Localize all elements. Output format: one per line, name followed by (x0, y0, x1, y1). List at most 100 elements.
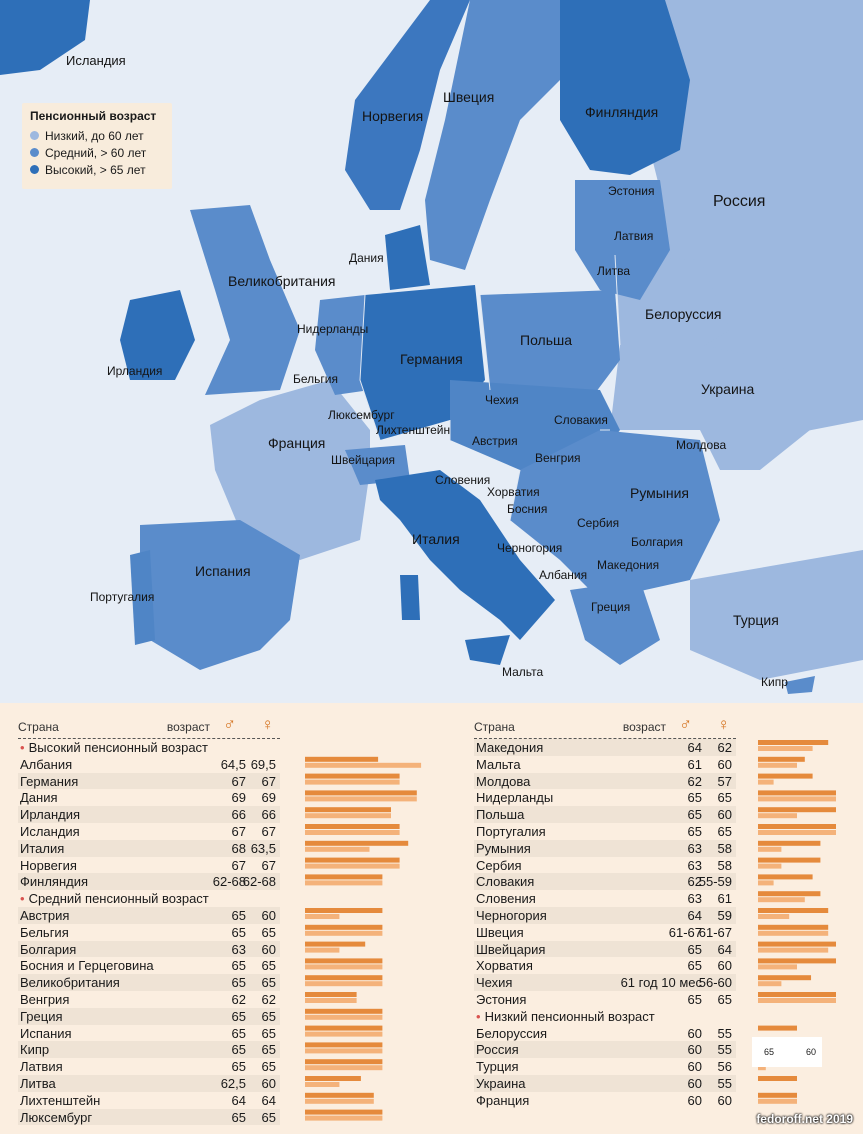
male-age: 65 (687, 790, 702, 806)
female-icon: ♀ (717, 715, 730, 734)
female-age: 66 (261, 807, 276, 823)
legend-item-medium: Средний, > 60 лет (30, 144, 164, 161)
country-name: Португалия (476, 823, 546, 839)
country-name: Швейцария (476, 941, 546, 957)
country-name: Литва (20, 1075, 56, 1091)
male-bar (305, 908, 383, 913)
label-malta: Мальта (502, 665, 544, 679)
label-austria: Австрия (472, 434, 518, 448)
male-bar (305, 1076, 361, 1081)
female-bar (305, 1048, 383, 1054)
female-icon: ♀ (261, 715, 274, 734)
legend-dot-low (30, 131, 39, 140)
label-lithuania: Литва (597, 264, 630, 278)
table-row: Венгрия 62 62 (18, 991, 280, 1008)
section-title: • Низкий пенсионный возраст (474, 1008, 736, 1025)
female-age: 65 (261, 1042, 276, 1058)
male-bar (758, 756, 805, 762)
country-name: Белоруссия (476, 1025, 548, 1041)
female-bar (758, 1098, 797, 1104)
female-age: 67 (261, 823, 276, 839)
label-turkey: Турция (733, 612, 779, 628)
male-bar (305, 1025, 383, 1031)
male-bar (305, 874, 383, 880)
country-name: Турция (476, 1059, 519, 1075)
female-bar (758, 964, 797, 970)
male-age: 64,5 (220, 756, 246, 772)
male-bar (305, 1059, 383, 1065)
female-bar (305, 796, 417, 802)
region-finland (560, 0, 690, 175)
male-bar (758, 874, 813, 880)
label-czechia: Чехия (485, 393, 519, 407)
male-age: 64 (687, 740, 702, 755)
legend-item-low: Низкий, до 60 лет (30, 127, 164, 144)
region-balkans (510, 430, 720, 600)
male-age: 62 (687, 874, 702, 890)
retirement-tables: Страна возраст ♂ ♀ • Высокий пенсионный в… (0, 703, 863, 1134)
table-row: Исландия 67 67 (18, 823, 280, 840)
female-age: 69 (261, 790, 276, 806)
label-serbia: Сербия (577, 516, 620, 530)
male-age: 64 (231, 1092, 246, 1108)
male-bar (758, 1076, 797, 1081)
female-age: 65 (261, 975, 276, 991)
male-bar (305, 824, 400, 829)
label-bosnia: Босния (507, 502, 548, 516)
male-age: 65 (231, 924, 246, 940)
male-bar (305, 1092, 374, 1098)
header-age: возраст (166, 720, 210, 734)
country-name: Швеция (476, 924, 524, 940)
table-row: Босния и Герцеговина 65 65 (18, 957, 280, 974)
label-liechtenstein: Лихтенштейн (376, 423, 451, 437)
map-shapes (0, 0, 863, 694)
table-row: Албания 64,5 69,5 (18, 756, 280, 773)
male-bar (758, 924, 829, 930)
male-bar (758, 840, 821, 846)
table-row: Мальта 61 60 (474, 756, 736, 773)
male-bar (758, 773, 813, 779)
country-name: Норвегия (20, 857, 77, 873)
female-bar (305, 914, 340, 919)
label-slovenia: Словения (435, 473, 491, 487)
male-age: 63 (687, 891, 702, 907)
female-age: 65 (717, 991, 732, 1007)
bullet-icon: • (476, 1008, 481, 1024)
male-bar (305, 857, 400, 863)
male-age: 65 (687, 807, 702, 823)
right-table-header: Страна возраст ♂ ♀ (474, 715, 736, 739)
country-name: Румыния (476, 840, 531, 856)
table-row: Франция 60 60 (474, 1092, 736, 1109)
region-turkey (690, 550, 863, 680)
male-age: 60 (687, 1025, 702, 1041)
female-age: 55 (717, 1075, 732, 1091)
region-norway (345, 0, 470, 210)
label-norway: Норвегия (362, 108, 424, 124)
label-macedonia: Македония (597, 558, 660, 572)
table-row: Германия 67 67 (18, 772, 280, 790)
male-age: 65 (231, 1059, 246, 1075)
male-age: 63 (687, 857, 702, 873)
country-name: Ирландия (20, 807, 81, 823)
table-row: Норвегия 67 67 (18, 857, 280, 874)
female-age: 61 (717, 891, 732, 907)
male-age: 65 (687, 958, 702, 974)
label-sweden: Швеция (443, 89, 495, 105)
table-row: Болгария 63 60 (18, 940, 280, 958)
region-sardinia (400, 575, 420, 620)
label-ireland: Ирландия (107, 364, 163, 378)
table-row: Дания 69 69 (18, 789, 280, 806)
table-row: Сербия 63 58 (474, 857, 736, 874)
country-name: Бельгия (20, 924, 69, 940)
label-spain: Испания (195, 563, 251, 579)
female-age: 65 (717, 823, 732, 839)
female-bar (305, 880, 383, 886)
region-sicily (465, 635, 510, 665)
table-row: Украина 60 55 (474, 1074, 736, 1092)
male-bar (305, 773, 400, 779)
female-age: 67 (261, 773, 276, 789)
female-age: 59 (717, 907, 732, 923)
region-italy (375, 470, 555, 640)
label-switzerland: Швейцария (331, 453, 396, 467)
table-row: Россия 60 55 (474, 1041, 736, 1059)
